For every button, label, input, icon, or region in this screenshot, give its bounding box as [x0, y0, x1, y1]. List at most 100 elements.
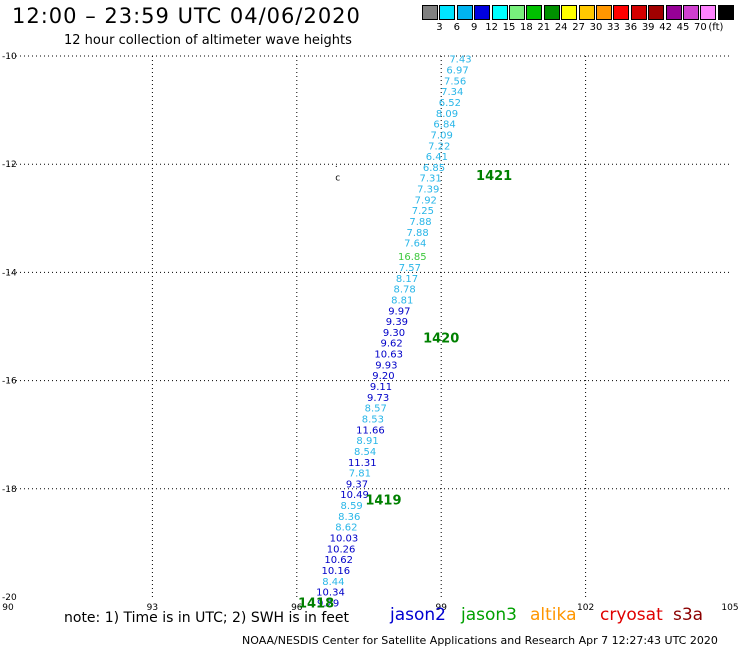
legend-swatch [665, 5, 682, 20]
satellite-s3a: s3a [673, 605, 704, 625]
legend-unit: (ft) [708, 22, 724, 33]
footnote: note: 1) Time is in UTC; 2) SWH is in fe… [64, 610, 350, 626]
page-subtitle: 12 hour collection of altimeter wave hei… [64, 33, 352, 48]
wave-height-value: 8.09 [436, 109, 458, 120]
legend-label: 12 [485, 22, 498, 33]
legend-swatch [613, 5, 630, 20]
satellite-cryosat: cryosat [600, 605, 663, 625]
wave-height-value: 7.92 [415, 195, 437, 206]
legend-label: 15 [502, 22, 516, 33]
legend-label: 70 [694, 22, 707, 33]
wave-height-value: 6.41 [426, 152, 448, 163]
wave-height-value: 8.91 [356, 436, 378, 447]
legend-swatch [596, 5, 612, 20]
x-tick-label: 93 [147, 603, 158, 613]
wave-height-value: 11.31 [348, 458, 377, 469]
wave-height-value: 9.30 [383, 328, 405, 339]
legend-swatch [474, 5, 491, 20]
wave-height-value: 6.85 [423, 163, 445, 174]
wave-height-value: 7.39 [417, 185, 439, 196]
wave-height-value: 8.36 [338, 512, 360, 523]
wave-height-value: 8.62 [335, 523, 357, 534]
wave-height-value: 9.29 [317, 598, 339, 609]
wave-height-value: 9.39 [386, 317, 408, 328]
legend-swatch [526, 5, 543, 20]
legend-swatch [456, 5, 473, 20]
pass-time-label: 1418 [298, 596, 334, 611]
y-tick-label: -14 [2, 268, 17, 278]
wave-height-value: 7.81 [349, 469, 371, 480]
wave-height-value: 8.57 [365, 404, 387, 415]
legend-swatch [648, 5, 665, 20]
legend-label: 18 [520, 22, 533, 33]
wave-height-value: 8.59 [341, 501, 363, 512]
wave-height-value: 10.49 [340, 490, 369, 501]
legend-label: 33 [607, 22, 620, 33]
wave-height-value: 16.85 [398, 252, 427, 263]
wave-height-value: 9.20 [372, 371, 394, 382]
island-coastline: c [335, 174, 340, 184]
legend-label: 21 [537, 22, 551, 33]
legend-label: 30 [589, 22, 603, 33]
pass-time-label: 1419 [365, 494, 401, 509]
wave-height-value: 6.97 [446, 66, 468, 77]
legend-label: 45 [676, 22, 690, 33]
x-tick-label: 90 [2, 603, 14, 613]
legend-swatch [561, 5, 578, 20]
pass-time-label: 1421 [476, 169, 512, 184]
wave-height-value: 10.62 [324, 555, 353, 566]
x-tick-label: 99 [435, 603, 447, 613]
legend-label: 27 [572, 22, 585, 33]
wave-height-value: 8.53 [362, 414, 384, 425]
legend-swatch [543, 5, 560, 20]
wave-height-value: 7.56 [444, 76, 466, 87]
x-tick-label: 102 [577, 603, 594, 613]
legend-label: 9 [471, 22, 478, 33]
wave-height-value: 10.03 [330, 533, 359, 544]
wave-height-value: 7.31 [419, 174, 441, 185]
wave-height-value: 7.25 [412, 206, 434, 217]
legend-swatch [578, 5, 595, 20]
wave-height-value: 9.97 [388, 306, 410, 317]
wave-height-value: 7.57 [399, 263, 421, 274]
legend-swatch [509, 5, 525, 20]
credit-line: NOAA/NESDIS Center for Satellite Applica… [242, 634, 718, 647]
legend-swatch [439, 5, 456, 20]
y-tick-label: -12 [2, 160, 17, 170]
legend-swatch [630, 5, 647, 20]
y-tick-label: -20 [2, 593, 17, 603]
page-title: 12:00 – 23:59 UTC 04/06/2020 [12, 4, 361, 28]
wave-height-value: 9.37 [346, 479, 368, 490]
wave-height-value: 8.17 [396, 274, 418, 285]
legend-swatch [717, 5, 734, 20]
y-tick-label: -10 [2, 52, 17, 62]
satellite-altika: altika [530, 605, 577, 625]
x-tick-label: 96 [291, 603, 303, 613]
wave-height-value: 7.88 [409, 217, 431, 228]
pass-time-label: 1420 [423, 331, 459, 346]
legend-swatch [422, 5, 438, 20]
legend-swatch [491, 5, 508, 20]
wave-height-value: 7.09 [431, 130, 453, 141]
legend-label: 39 [641, 22, 655, 33]
wave-height-value: 10.34 [316, 588, 345, 599]
wave-height-value: 9.62 [380, 339, 402, 350]
wave-height-value: 7.34 [441, 87, 463, 98]
wave-height-value: 6.84 [433, 120, 455, 131]
legend-label: 6 [453, 22, 460, 33]
y-tick-label: -16 [2, 377, 17, 387]
wave-height-value: 7.64 [404, 239, 426, 250]
wave-height-value: 10.63 [374, 350, 403, 361]
wave-height-value: 8.78 [393, 285, 415, 296]
wave-height-value: 11.66 [356, 425, 385, 436]
satellite-jason3: jason3 [461, 605, 517, 625]
x-tick-label: 105 [721, 603, 738, 613]
wave-height-value: 7.88 [406, 228, 428, 239]
wave-height-value: 7.43 [449, 55, 471, 66]
legend-swatch [683, 5, 699, 20]
wave-height-value: 10.26 [327, 544, 356, 555]
wave-height-value: 8.54 [354, 447, 376, 458]
wave-height-value: 6.52 [439, 98, 461, 109]
legend-label: 36 [624, 22, 638, 33]
